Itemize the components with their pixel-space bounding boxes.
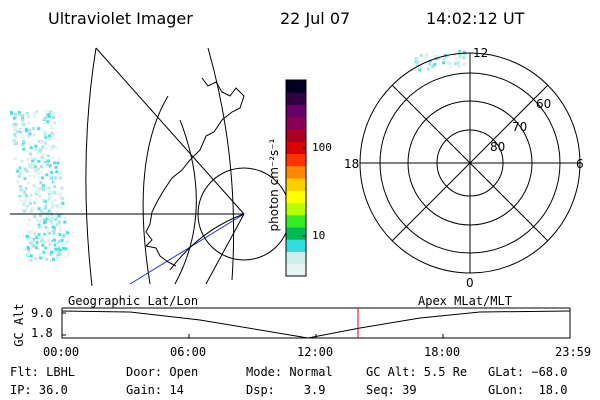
instrument-title: Ultraviolet Imager (48, 9, 193, 28)
timeline-x-tick-1800: 18:00 (424, 345, 461, 359)
colorbar-segment (286, 214, 306, 228)
door-status: Door: Open (126, 365, 199, 379)
colorbar-segment (286, 80, 306, 93)
timeline-x-tick-0000: 00:00 (43, 345, 80, 359)
colorbar-unit-label: photon cm⁻²s⁻¹ (267, 138, 281, 232)
gain-status: Gain: 14 (126, 383, 184, 397)
colorbar-segment (286, 153, 306, 167)
colorbar-tick-100: 100 (312, 141, 332, 154)
mlt-label-18: 18 (344, 157, 360, 171)
glat-status: GLat: −68.0 (488, 365, 568, 379)
time-label: 14:02:12 UT (426, 9, 525, 28)
timeline-y-axis-label: GC Alt (12, 303, 26, 347)
timeline-x-tick-1200: 12:00 (297, 345, 334, 359)
colorbar-segment (286, 141, 306, 154)
mlt-label-6: 6 (576, 157, 584, 171)
glon-status: GLon: 18.0 (488, 383, 568, 397)
ip-status: IP: 36.0 (10, 383, 68, 397)
colorbar-segment (286, 239, 306, 252)
colorbar-segment (286, 165, 306, 179)
colorbar-segment (286, 251, 306, 265)
aurora-emission (9, 110, 71, 263)
colorbar-tick-10: 10 (312, 229, 326, 242)
seq-status: Seq: 39 (366, 383, 417, 397)
colorbar-segment (286, 227, 306, 240)
timeline-x-tick-2359: 23:59 (555, 345, 592, 359)
colorbar-segment (286, 178, 306, 191)
mlt-label-12: 12 (473, 46, 489, 60)
colorbar-segment (286, 263, 306, 277)
colorbar-segment (286, 190, 306, 203)
mlt-label-0: 0 (466, 276, 474, 290)
filter-status: Flt: LBHL (10, 365, 76, 379)
colorbar (285, 79, 307, 277)
timeline-x-tick-0600: 06:00 (170, 345, 207, 359)
timeline-y-tick-bottom: 1.8 (31, 326, 53, 340)
lat-label-70: 70 (512, 120, 528, 134)
geographic-map (9, 47, 291, 287)
colorbar-segment (286, 92, 306, 105)
mode-status: Mode: Normal (246, 365, 333, 379)
colorbar-segment (286, 129, 306, 142)
colorbar-segment (286, 202, 306, 216)
colorbar-frame (285, 79, 307, 277)
colorbar-segment (286, 116, 306, 130)
colorbar-segment (286, 104, 306, 118)
gc-alt-status: GC Alt: 5.5 Re (366, 365, 468, 379)
dsp-status: Dsp: 3.9 (246, 383, 326, 397)
polar-plot (359, 50, 581, 274)
timeline-right-title: Apex MLat/MLT (418, 294, 512, 308)
lat-label-60: 60 (536, 97, 552, 111)
timeline-left-title: Geographic Lat/Lon (68, 294, 199, 308)
date-label: 22 Jul 07 (280, 9, 351, 28)
timeline-plot (61, 307, 571, 339)
lat-label-80: 80 (490, 140, 506, 154)
timeline-y-tick-top: 9.0 (31, 306, 53, 320)
